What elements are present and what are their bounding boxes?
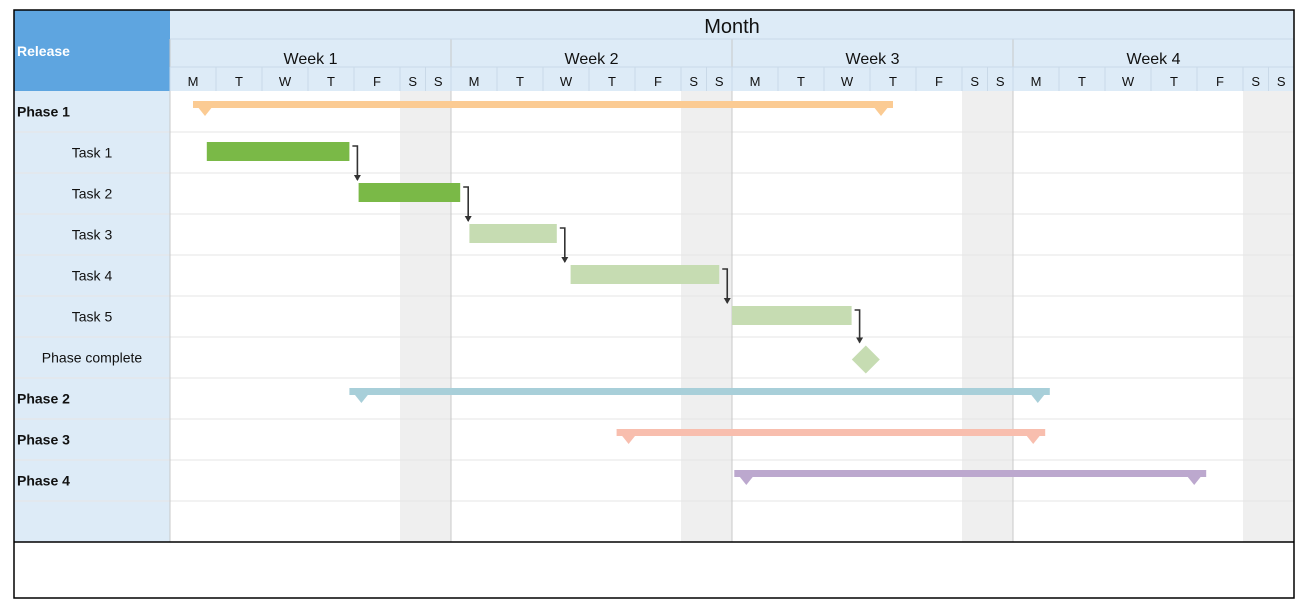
task-bar [469, 224, 557, 243]
phase-start-marker [193, 101, 217, 116]
day-label: S [996, 74, 1005, 89]
dependency-arrowhead [561, 257, 569, 263]
dependency-arrow [559, 227, 566, 262]
day-label: F [654, 74, 662, 89]
task-bar [570, 265, 720, 284]
dependency-arrow [463, 186, 469, 221]
row-label-task: Task 1 [72, 145, 113, 161]
weekend-shade [425, 91, 451, 542]
day-label: S [434, 74, 443, 89]
day-label: T [327, 74, 335, 89]
row-label-task: Task 4 [72, 268, 113, 284]
phase-start-marker [616, 429, 641, 444]
day-label: T [797, 74, 805, 89]
weekend-shade [1268, 91, 1294, 542]
day-label: W [279, 74, 292, 89]
day-label: T [608, 74, 616, 89]
row-label-phase: Phase 1 [17, 104, 70, 120]
day-label: M [469, 74, 480, 89]
row-label-task: Task 5 [72, 309, 113, 325]
row-label-phase: Phase 2 [17, 391, 70, 407]
phase-start-marker [349, 388, 374, 403]
task-bar [358, 183, 461, 202]
day-label: S [1251, 74, 1260, 89]
week-label: Week 3 [846, 51, 900, 68]
dependency-arrow [722, 268, 729, 303]
day-label: T [1078, 74, 1086, 89]
row-label-task: Phase complete [42, 350, 143, 366]
day-label: S [689, 74, 698, 89]
phase-bar [349, 388, 1050, 395]
day-label: F [373, 74, 381, 89]
day-label: T [1170, 74, 1178, 89]
row-label-phase: Phase 4 [17, 473, 70, 489]
day-label: W [841, 74, 854, 89]
day-label: M [188, 74, 199, 89]
task-bar [206, 142, 350, 161]
weekend-shade [681, 91, 707, 542]
phase-end-marker [1025, 388, 1050, 403]
day-label: W [560, 74, 573, 89]
label-column [14, 91, 170, 542]
day-label: F [1216, 74, 1224, 89]
day-label: M [750, 74, 761, 89]
phase-start-marker [734, 470, 759, 485]
day-label: T [235, 74, 243, 89]
weekend-shade [706, 91, 732, 542]
weekend-shade [1243, 91, 1269, 542]
dependency-arrowhead [856, 337, 864, 344]
weekend-shade [987, 91, 1013, 542]
row-label-phase: Phase 3 [17, 432, 70, 448]
corner-header [14, 10, 170, 91]
day-label: S [1277, 74, 1286, 89]
week-label: Week 1 [284, 51, 338, 68]
dependency-arrowhead [353, 175, 361, 181]
month-title: Month [704, 16, 760, 38]
phase-bar [616, 429, 1046, 436]
phase-end-marker [1021, 429, 1046, 444]
dependency-arrow [854, 309, 861, 343]
task-bar [732, 306, 852, 325]
week-label: Week 2 [565, 51, 619, 68]
day-label: T [516, 74, 524, 89]
day-label: S [408, 74, 417, 89]
day-label: M [1031, 74, 1042, 89]
phase-bar [734, 470, 1207, 477]
phase-bar [193, 101, 893, 108]
day-label: S [715, 74, 724, 89]
outer-frame [13, 9, 1295, 599]
dependency-arrowhead [723, 298, 731, 304]
day-label: S [970, 74, 979, 89]
weekend-shade [962, 91, 988, 542]
day-label: T [889, 74, 897, 89]
weekend-shade [400, 91, 426, 542]
day-label: F [935, 74, 943, 89]
dependency-arrowhead [464, 216, 472, 222]
phase-end-marker [869, 101, 893, 116]
row-label-task: Task 3 [72, 227, 113, 243]
day-label: W [1122, 74, 1135, 89]
milestone-diamond [851, 345, 880, 374]
corner-label: Release [17, 43, 70, 59]
week-label: Week 4 [1127, 51, 1181, 68]
phase-end-marker [1182, 470, 1207, 485]
dependency-arrow [352, 145, 359, 180]
row-label-task: Task 2 [72, 186, 113, 202]
